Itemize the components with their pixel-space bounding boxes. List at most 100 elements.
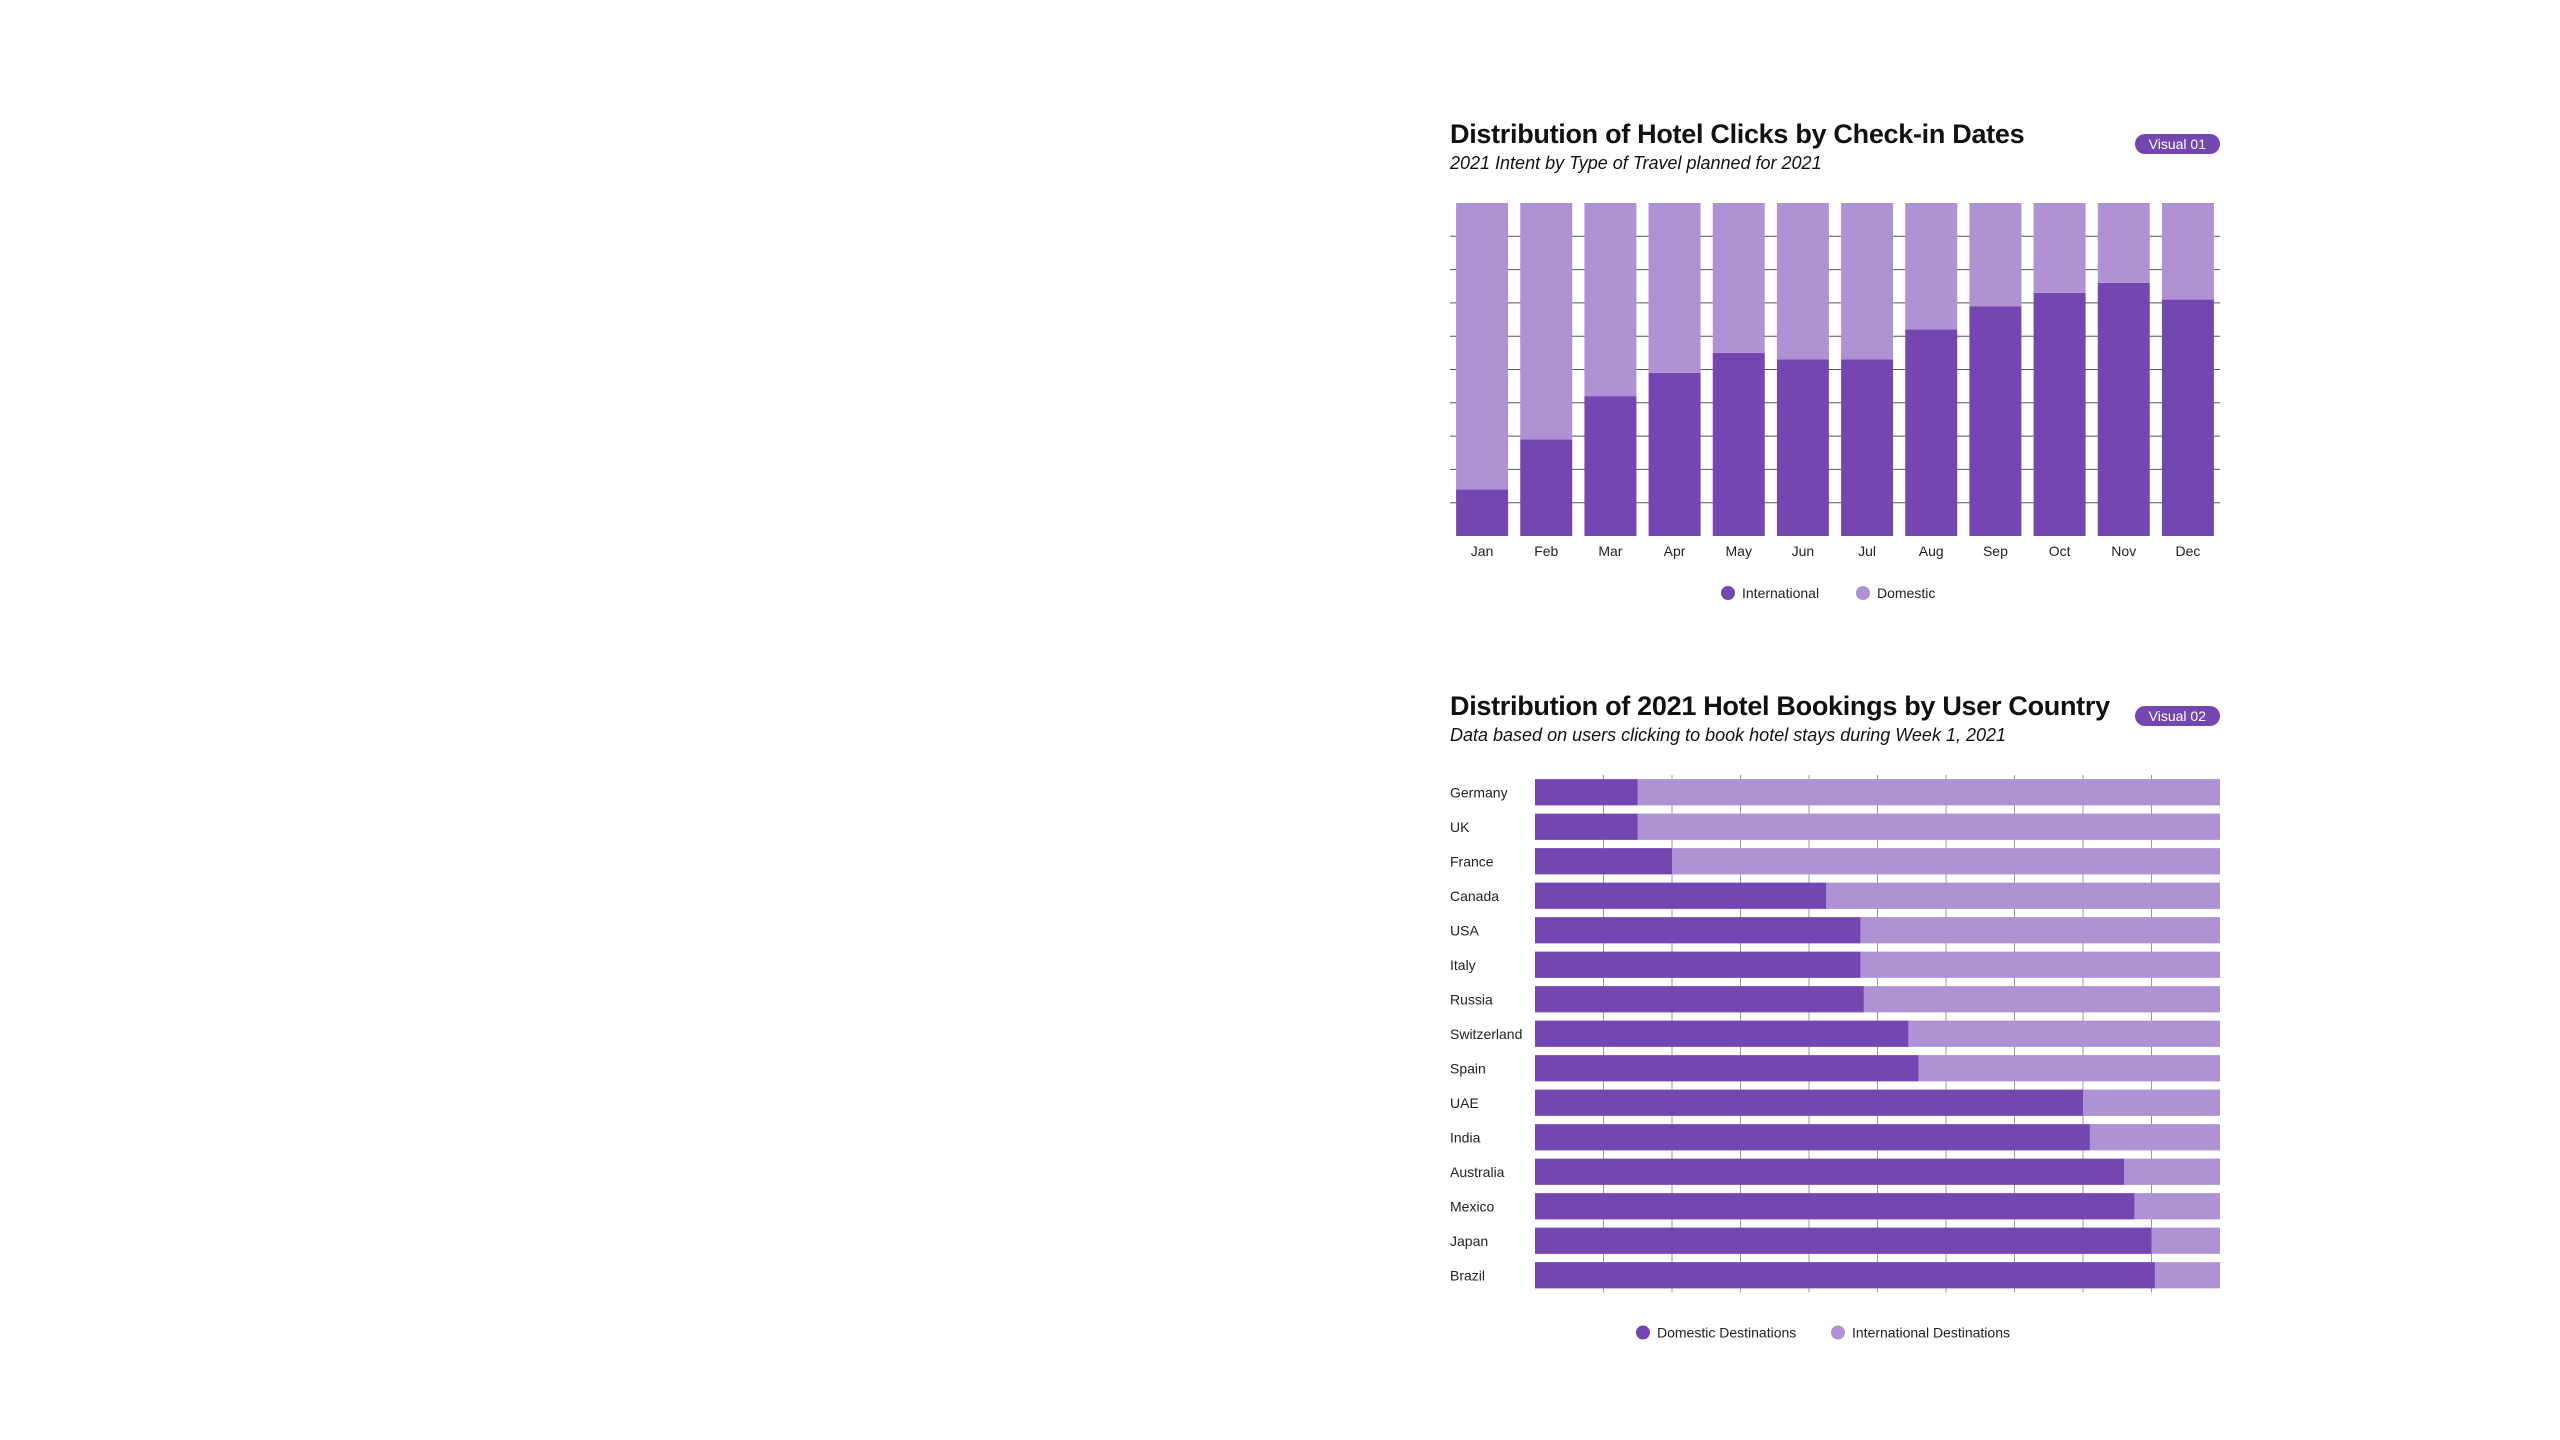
- bar-jan-international: [1456, 489, 1509, 536]
- visual-02-panel: Distribution of 2021 Hotel Bookings by U…: [1450, 690, 2220, 1341]
- hotel-bookings-chart: Germany UK France Canada USA Italy Russia Switz…: [1450, 775, 2220, 1341]
- bar-overlay-australia-international-destinations: [2124, 1158, 2220, 1185]
- bar-aug-international: [1905, 329, 1958, 536]
- y-tick-label: Australia: [1450, 1164, 1505, 1180]
- legend-swatch: [1636, 1325, 1650, 1340]
- visual-badge: Visual 02: [2134, 706, 2220, 726]
- bar-jun-international: [1776, 359, 1829, 536]
- y-tick-label: Russia: [1450, 991, 1493, 1007]
- x-tick-label: Jun: [1792, 543, 1815, 559]
- visual-badge: Visual 01: [2134, 134, 2220, 154]
- visual-01-panel: Distribution of Hotel Clicks by Check-in…: [1450, 118, 2220, 601]
- y-tick-label: Switzerland: [1450, 1026, 1522, 1042]
- bar-overlay-russia-international-destinations: [1863, 986, 2220, 1013]
- bar-may-domestic: [1712, 203, 1765, 353]
- y-tick-label: Canada: [1450, 888, 1499, 904]
- bar-overlay-germany-domestic-destinations: [1535, 779, 1638, 806]
- y-tick-label: Mexico: [1450, 1198, 1495, 1214]
- bar-overlay-uae-domestic-destinations: [1535, 1089, 2083, 1116]
- y-tick-label: India: [1450, 1129, 1481, 1145]
- legend-label: International Destinations: [1852, 1325, 2010, 1341]
- bar-dec-international: [2161, 299, 2214, 536]
- bar-nov-domestic: [2097, 203, 2150, 283]
- bar-jul-domestic: [1841, 203, 1894, 360]
- bar-mar-international: [1584, 396, 1637, 536]
- y-tick-label: Spain: [1450, 1060, 1486, 1076]
- x-tick-label: Oct: [2049, 543, 2071, 559]
- x-tick-label: Mar: [1598, 543, 1622, 559]
- bar-overlay-switzerland-domestic-destinations: [1535, 1020, 1909, 1047]
- bar-sep-domestic: [1969, 203, 2022, 307]
- x-tick-label: Jul: [1858, 543, 1876, 559]
- bar-overlay-italy-domestic-destinations: [1535, 951, 1861, 978]
- legend-swatch: [1831, 1325, 1845, 1340]
- bar-overlay-uae-international-destinations: [2083, 1089, 2220, 1116]
- bar-feb-domestic: [1520, 203, 1573, 440]
- legend-label: International: [1742, 585, 1819, 601]
- legend-swatch: [1856, 586, 1870, 600]
- bar-mar-domestic: [1584, 203, 1637, 397]
- bar-overlay-india-domestic-destinations: [1535, 1124, 2090, 1151]
- y-tick-label: UAE: [1450, 1095, 1479, 1111]
- bar-apr-domestic: [1648, 203, 1701, 373]
- bar-overlay-usa-international-destinations: [1860, 917, 2220, 944]
- bar-overlay-france-domestic-destinations: [1535, 848, 1672, 875]
- legend-label: Domestic Destinations: [1657, 1325, 1796, 1341]
- y-tick-label: Brazil: [1450, 1267, 1485, 1283]
- chart-subtitle: Data based on users clicking to book hot…: [1450, 725, 2006, 745]
- bar-jul-international: [1841, 359, 1894, 536]
- chart-subtitle: 2021 Intent by Type of Travel planned fo…: [1450, 153, 1822, 173]
- y-tick-label: USA: [1450, 922, 1479, 938]
- bar-overlay-japan-international-destinations: [2151, 1227, 2220, 1254]
- bar-overlay-italy-international-destinations: [1860, 951, 2220, 978]
- x-tick-label: Apr: [1664, 543, 1686, 559]
- legend: Domestic Destinations International Desti…: [1636, 1325, 2010, 1341]
- y-tick-label: Italy: [1450, 957, 1476, 973]
- x-tick-label: Dec: [2175, 543, 2200, 559]
- hotel-clicks-chart: Jan Feb Mar Apr May Jun Jul Aug Sep Oct Nov Dec Inte…: [1450, 203, 2220, 601]
- legend: International Domestic: [1721, 585, 1935, 601]
- legend-label: Domestic: [1877, 585, 1935, 601]
- chart-title: Distribution of Hotel Clicks by Check-in…: [1450, 119, 2025, 149]
- x-tick-label: Aug: [1919, 543, 1944, 559]
- bar-overlay-mexico-international-destinations: [2134, 1193, 2220, 1220]
- bar-dec-domestic: [2161, 203, 2214, 300]
- y-tick-label: France: [1450, 853, 1494, 869]
- bar-overlay-australia-domestic-destinations: [1535, 1158, 2125, 1185]
- bar-overlay-canada-domestic-destinations: [1535, 882, 1827, 909]
- bar-jun-domestic: [1776, 203, 1829, 360]
- bar-overlay-canada-international-destinations: [1826, 882, 2220, 909]
- bar-overlay-spain-international-destinations: [1918, 1055, 2220, 1082]
- x-tick-label: Jan: [1471, 543, 1494, 559]
- bar-overlay-france-international-destinations: [1672, 848, 2220, 875]
- bar-aug-domestic: [1905, 203, 1958, 330]
- bar-feb-international: [1520, 439, 1573, 536]
- bar-overlay-mexico-domestic-destinations: [1535, 1193, 2135, 1220]
- bar-oct-international: [2033, 292, 2086, 536]
- y-tick-label: UK: [1450, 819, 1470, 835]
- y-tick-label: Germany: [1450, 784, 1508, 800]
- legend-swatch: [1721, 586, 1735, 600]
- bar-overlay-switzerland-international-destinations: [1908, 1020, 2220, 1047]
- x-tick-label: Sep: [1983, 543, 2008, 559]
- bar-apr-international: [1648, 372, 1701, 536]
- bar-overlay-russia-domestic-destinations: [1535, 986, 1864, 1013]
- bar-overlay-india-international-destinations: [2089, 1124, 2220, 1151]
- x-tick-label: May: [1726, 543, 1752, 559]
- bar-overlay-brazil-international-destinations: [2154, 1262, 2220, 1289]
- bar-sep-international: [1969, 306, 2022, 536]
- bar-overlay-germany-international-destinations: [1637, 779, 2220, 806]
- x-tick-label: Nov: [2111, 543, 2136, 559]
- bar-overlay-japan-domestic-destinations: [1535, 1227, 2152, 1254]
- bar-jan-domestic: [1456, 203, 1509, 490]
- bar-nov-international: [2097, 282, 2150, 536]
- chart-title: Distribution of 2021 Hotel Bookings by U…: [1450, 691, 2110, 721]
- x-tick-label: Feb: [1534, 543, 1558, 559]
- bar-may-international: [1712, 352, 1765, 536]
- bar-overlay-spain-domestic-destinations: [1535, 1055, 1919, 1082]
- y-tick-label: Japan: [1450, 1233, 1488, 1249]
- bar-overlay-brazil-domestic-destinations: [1535, 1262, 2155, 1289]
- bar-overlay-uk-international-destinations: [1637, 813, 2220, 840]
- bar-oct-domestic: [2033, 203, 2086, 293]
- bar-overlay-uk-domestic-destinations: [1535, 813, 1638, 840]
